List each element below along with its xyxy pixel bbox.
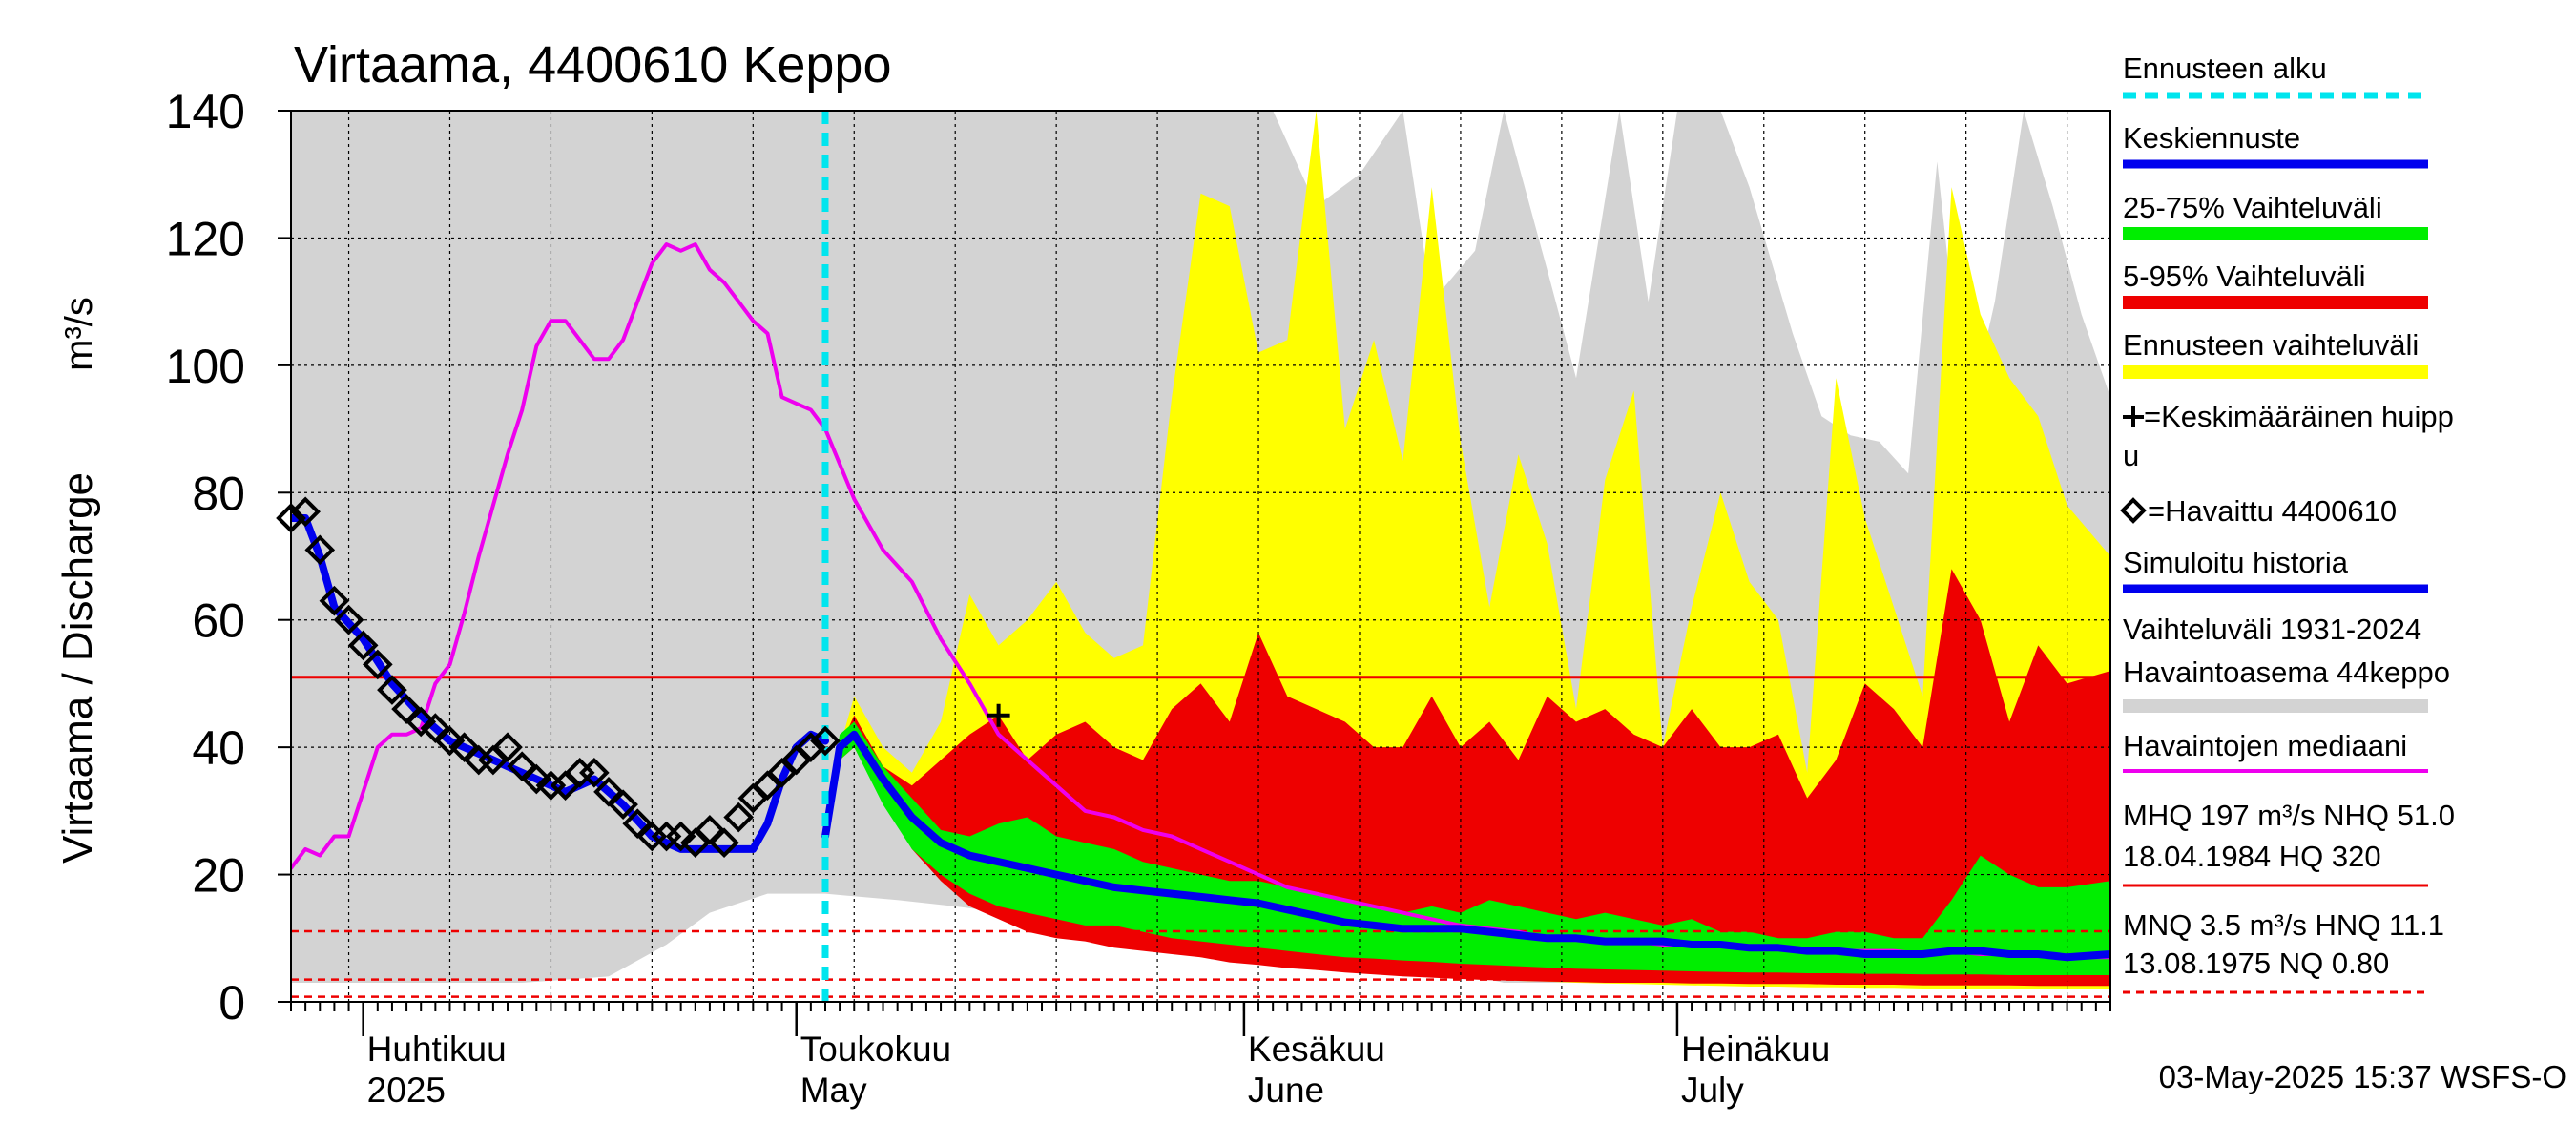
legend-peak-marker [2123,406,2144,427]
observed-point [608,789,638,821]
observed-point [709,827,739,859]
legend: Ennusteen alku Keskiennuste 25-75% Vaihtel… [2120,52,2455,994]
observed-point [796,732,826,762]
observed-point [333,604,364,635]
observed-point [377,675,407,705]
legend-label-median: Havaintojen mediaani [2123,729,2407,762]
y-tick-label: 80 [192,467,245,520]
legend-label-mhq-date: 18.04.1984 HQ 320 [2123,840,2381,873]
reference-lines [291,676,2110,998]
legend-label-forecast_start: Ennusteen alku [2123,52,2327,85]
month-label-en: 2025 [367,1071,446,1110]
y-tick-label: 100 [166,340,245,393]
legend-label-simulated: Simuloitu historia [2123,546,2349,579]
y-axis-unit: m³/s [58,297,100,371]
observed-point [492,732,523,762]
observed-point [362,649,393,680]
legend-label-mean_forecast: Keskiennuste [2123,121,2300,155]
legend-label-history-station: Havaintoasema 44keppo [2123,656,2450,689]
observed-point [810,725,841,757]
legend-label-mhq: MHQ 197 m³/s NHQ 51.0 [2123,799,2455,832]
month-label-en: July [1681,1071,1744,1110]
observed-point [579,758,610,788]
y-tick-label: 60 [192,594,245,648]
observed-point [405,706,437,738]
y-axis: 0 20 40 60 80 100 120 140 [166,85,291,1030]
observed-point [434,725,466,757]
month-label-fi: Heinäkuu [1681,1030,1830,1069]
month-label-fi: Huhtikuu [367,1030,507,1069]
observed-point [521,763,552,795]
iqr-band [825,721,2110,975]
observed-point [319,585,350,616]
y-tick-label: 20 [192,849,245,903]
month-label-en: June [1248,1071,1324,1110]
y-tick-label: 0 [218,976,245,1030]
legend-label-p5_95: 5-95% Vaihteluväli [2123,260,2365,293]
legend-label-history-range: Vaihteluväli 1931-2024 [2123,613,2421,646]
observed-point [304,534,336,566]
observed-point [290,496,321,528]
month-label-fi: Kesäkuu [1248,1030,1385,1069]
chart-title: Virtaama, 4400610 Keppo [294,36,891,94]
y-tick-label: 120 [166,212,245,265]
month-label-fi: Toukokuu [800,1030,951,1069]
observed-point [665,821,696,852]
footer-timestamp: 03-May-2025 15:37 WSFS-O [2159,1059,2566,1094]
legend-label-mnq: MNQ 3.5 m³/s HNQ 11.1 [2123,908,2444,942]
legend-label-observed: =Havaittu 4400610 [2148,494,2397,528]
legend-label-peak: =Keskimääräinen huipp [2144,400,2454,433]
legend-label-forecast_range: Ennusteen vaihteluväli [2123,328,2419,362]
observed-point [347,630,379,661]
y-tick-label: 140 [166,85,245,138]
average-peak-marker [987,703,1010,727]
legend-label-mnq-date: 13.08.1975 NQ 0.80 [2123,947,2389,980]
y-tick-label: 40 [192,721,245,775]
legend-label-peak-cont: u [2123,439,2139,472]
legend-label-iqr: 25-75% Vaihteluväli [2123,191,2382,224]
observed-markers [276,496,1010,859]
month-label-en: May [800,1071,867,1110]
grid-lines [291,111,2110,1002]
y-axis-label: Virtaama / Discharge [54,472,101,864]
observed-point [723,802,755,833]
legend-observed-marker [2120,497,2147,524]
mean-forecast-line [821,730,2110,962]
range-bands [291,111,2110,989]
